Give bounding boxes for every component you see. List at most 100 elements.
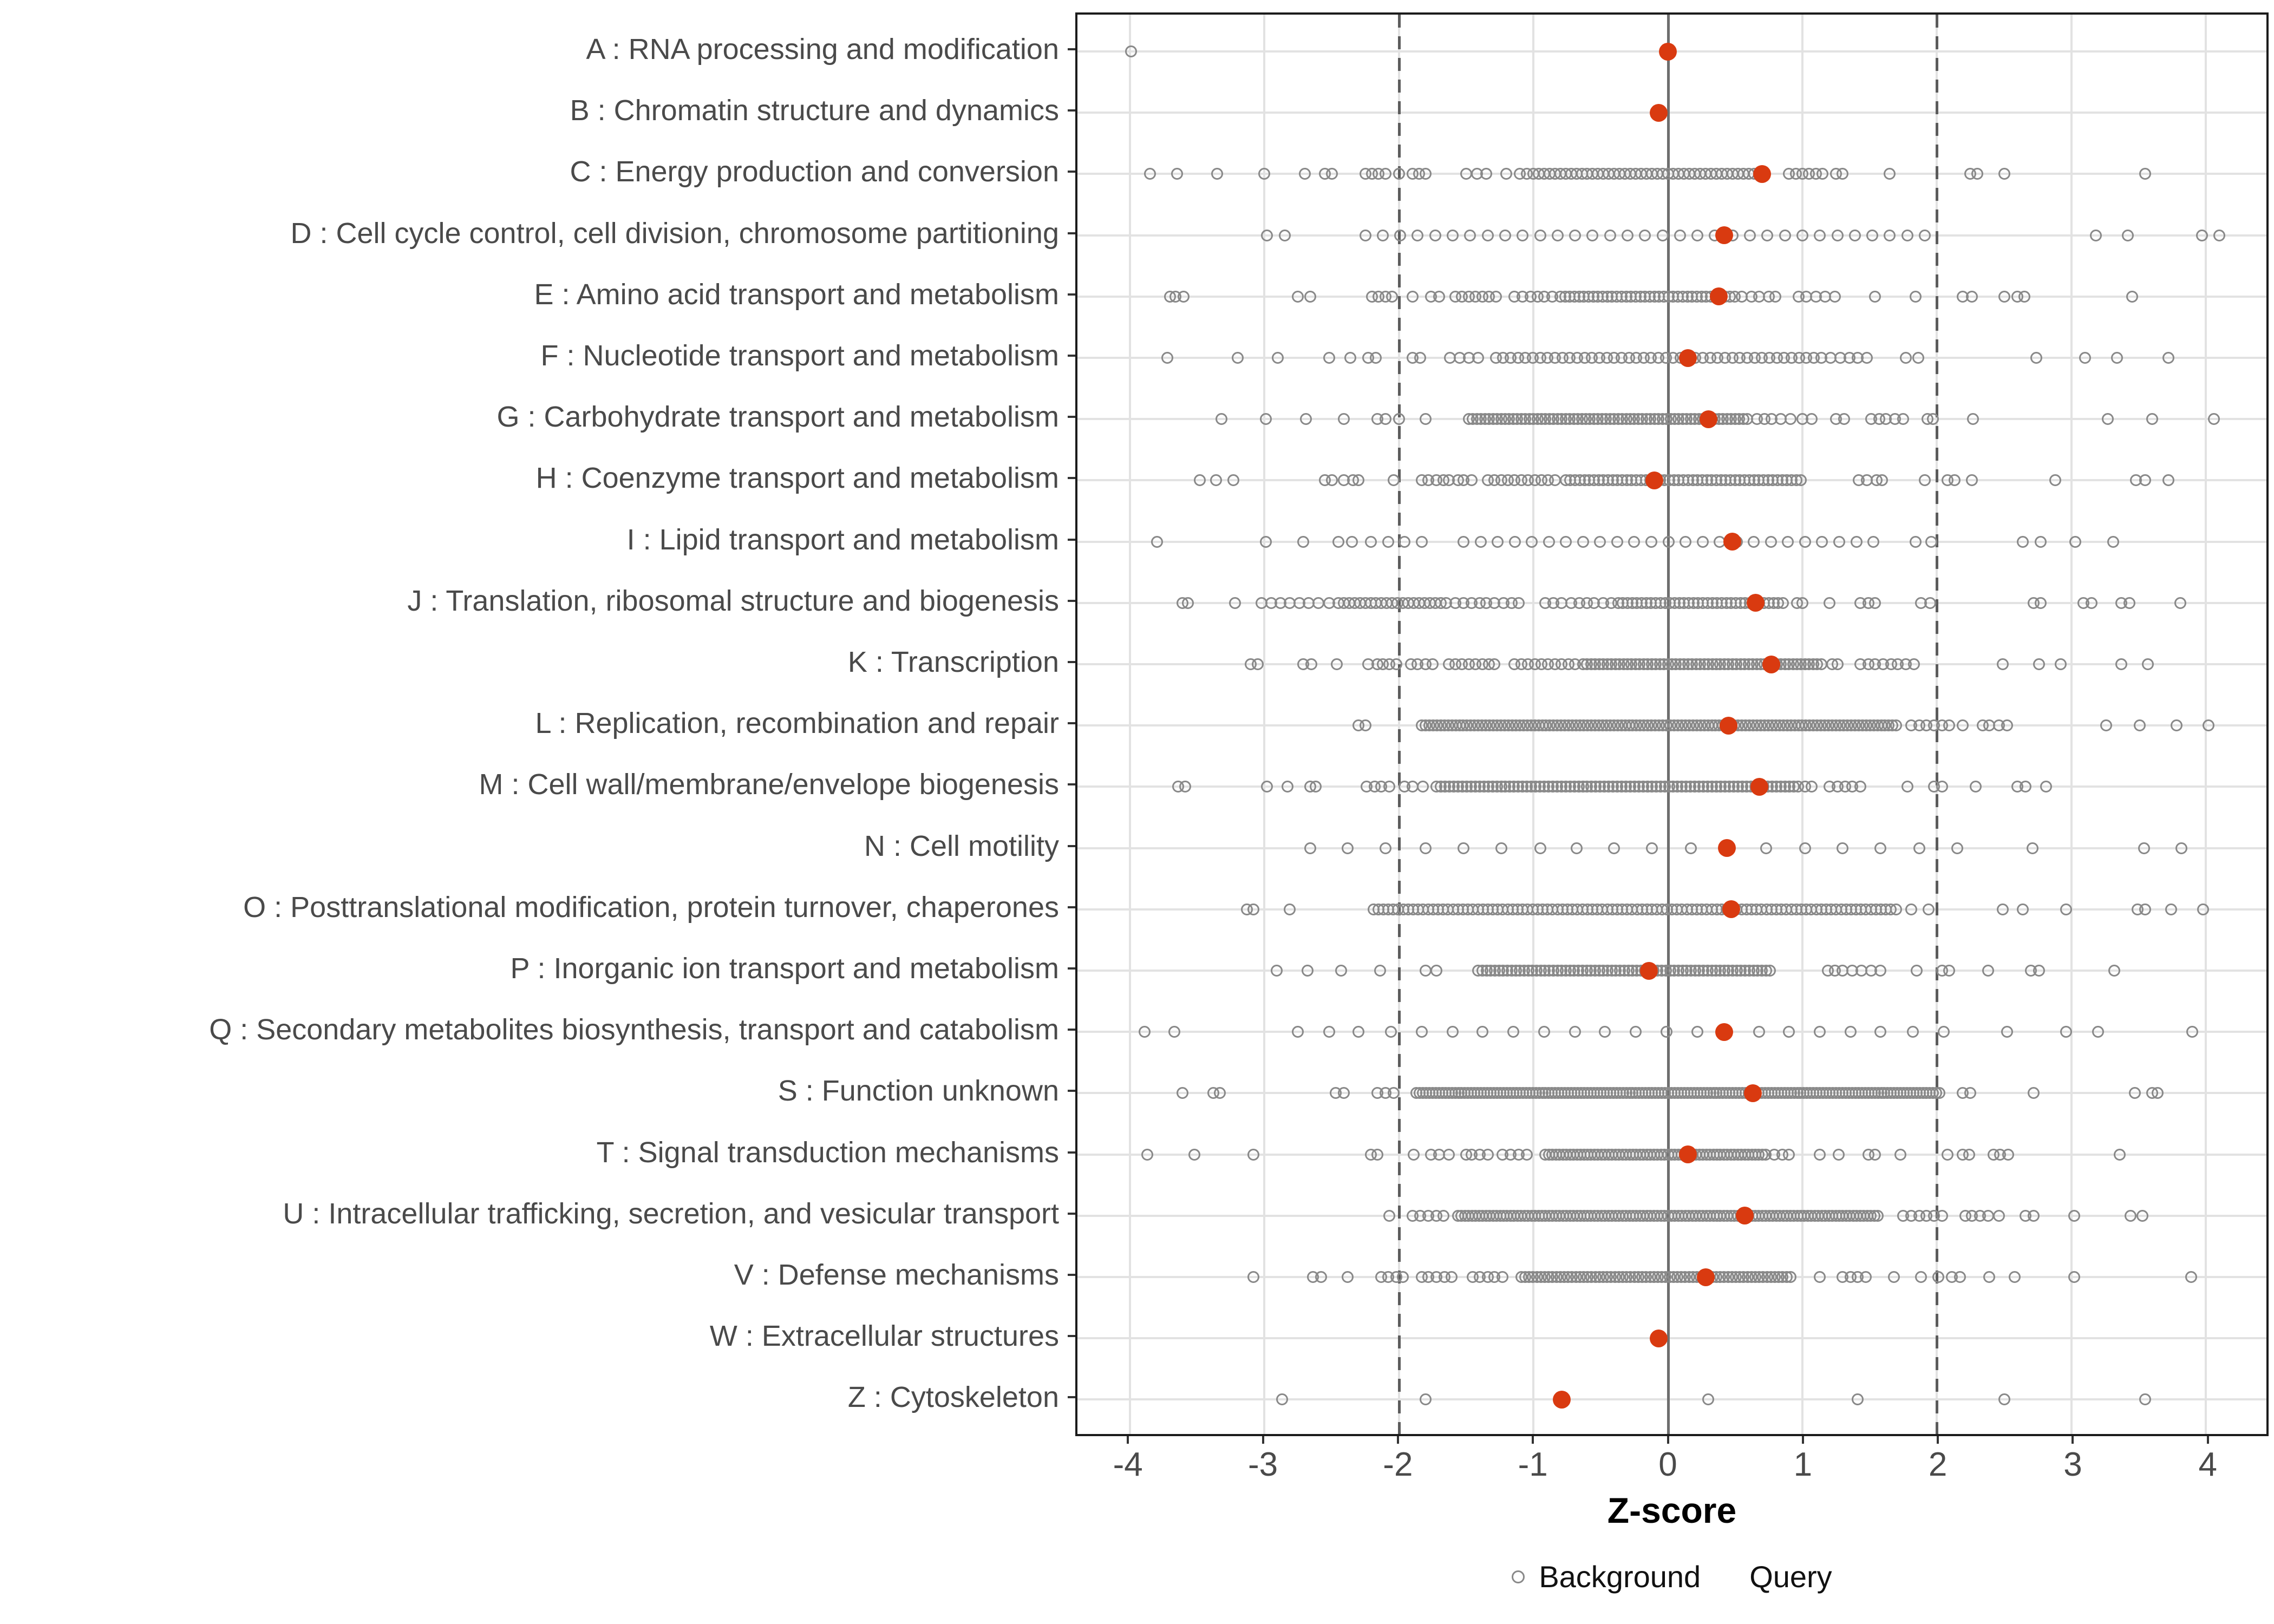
background-point — [2033, 658, 2046, 670]
background-point — [1312, 597, 1324, 609]
background-point — [1795, 474, 1807, 487]
category-label: A : RNA processing and modification — [586, 33, 1059, 66]
background-point — [1538, 1026, 1550, 1038]
background-point — [1784, 413, 1796, 425]
y-tick-mark — [1068, 1335, 1075, 1338]
query-point — [1722, 900, 1740, 919]
background-point — [1837, 168, 1849, 180]
x-tick-mark — [1532, 1436, 1534, 1444]
background-point — [1851, 1393, 1864, 1406]
background-point — [1344, 352, 1357, 364]
background-point — [2175, 842, 2188, 854]
y-tick-mark — [1068, 48, 1075, 50]
legend-item-query: Query — [1716, 1559, 1832, 1594]
background-point — [1297, 535, 1310, 548]
background-point — [1911, 965, 1923, 977]
background-point — [2068, 1209, 2080, 1222]
background-point — [1534, 229, 1546, 241]
background-point — [1278, 229, 1291, 241]
y-tick-mark — [1068, 109, 1075, 112]
background-point — [2208, 413, 2220, 425]
background-point — [1876, 474, 1888, 487]
background-point — [1551, 229, 1564, 241]
background-point — [1796, 229, 1808, 241]
background-point — [1292, 1026, 1304, 1038]
background-point — [1869, 290, 1881, 303]
background-point — [1741, 413, 1754, 425]
y-tick-mark — [1068, 844, 1075, 847]
background-point — [1908, 658, 1920, 670]
background-point — [1359, 719, 1371, 732]
background-point — [2139, 1393, 2152, 1406]
background-point — [1608, 842, 1620, 854]
category-label: E : Amino acid transport and metabolism — [534, 278, 1059, 311]
category-label: W : Extracellular structures — [709, 1320, 1059, 1353]
query-point — [1746, 594, 1765, 612]
y-tick-mark — [1068, 783, 1075, 786]
background-point — [1472, 352, 1485, 364]
background-point — [1352, 474, 1365, 487]
background-point — [1965, 290, 1978, 303]
y-tick-mark — [1068, 477, 1075, 480]
background-point — [1806, 413, 1818, 425]
background-point — [1702, 1393, 1715, 1406]
background-point — [2128, 1087, 2141, 1099]
background-point — [1517, 229, 1529, 241]
background-point — [2100, 719, 2113, 732]
background-point — [1943, 719, 1955, 732]
background-point — [1325, 168, 1338, 180]
category-label: T : Signal transduction mechanisms — [596, 1136, 1059, 1169]
x-tick-mark — [1396, 1436, 1399, 1444]
background-point — [1783, 1026, 1795, 1038]
background-point — [1983, 1271, 1996, 1283]
background-point — [1345, 535, 1358, 548]
background-point — [1488, 658, 1501, 670]
background-point — [2089, 229, 2102, 241]
background-point — [1815, 658, 1827, 670]
background-point — [1656, 229, 1669, 241]
background-point — [1247, 1271, 1260, 1283]
background-point — [1909, 535, 1922, 548]
query-point — [1710, 287, 1728, 306]
background-point — [1901, 781, 1913, 793]
background-point — [1214, 1087, 1226, 1099]
background-point — [1831, 658, 1844, 670]
x-tick-mark — [1127, 1436, 1129, 1444]
background-point — [1300, 413, 1312, 425]
background-point — [2125, 1209, 2137, 1222]
background-point — [1963, 1148, 1975, 1161]
background-point — [2092, 1026, 2105, 1038]
background-point — [1992, 1209, 2005, 1222]
background-point — [2060, 903, 2072, 915]
background-point — [1383, 781, 1396, 793]
category-label: D : Cell cycle control, cell division, c… — [290, 217, 1059, 250]
x-tick-label: 0 — [1658, 1446, 1677, 1483]
x-gridline — [2070, 15, 2073, 1434]
background-point — [1481, 229, 1494, 241]
background-point — [2174, 597, 2186, 609]
background-point — [1816, 168, 1829, 180]
category-label: P : Inorganic ion transport and metaboli… — [510, 952, 1059, 985]
background-point — [1499, 229, 1511, 241]
background-point — [1761, 229, 1774, 241]
background-point — [2060, 1026, 2072, 1038]
background-point — [1420, 965, 1432, 977]
background-point — [1323, 352, 1335, 364]
background-point — [1748, 535, 1760, 548]
background-point — [2185, 1271, 2197, 1283]
background-point — [1215, 413, 1227, 425]
legend-item-background: Background — [1512, 1559, 1701, 1594]
background-point — [2213, 229, 2226, 241]
x-tick-label: -2 — [1383, 1446, 1413, 1483]
row-gridline — [1077, 1337, 2266, 1340]
background-point — [1298, 168, 1311, 180]
legend: Background Query — [1075, 1559, 2269, 1594]
background-point — [1919, 474, 1931, 487]
background-point — [1728, 290, 1741, 303]
background-point — [1779, 229, 1791, 241]
background-point — [1292, 290, 1304, 303]
background-point — [1796, 597, 1808, 609]
query-point — [1718, 839, 1736, 857]
background-point — [2197, 903, 2210, 915]
category-label: L : Replication, recombination and repai… — [535, 707, 1059, 740]
